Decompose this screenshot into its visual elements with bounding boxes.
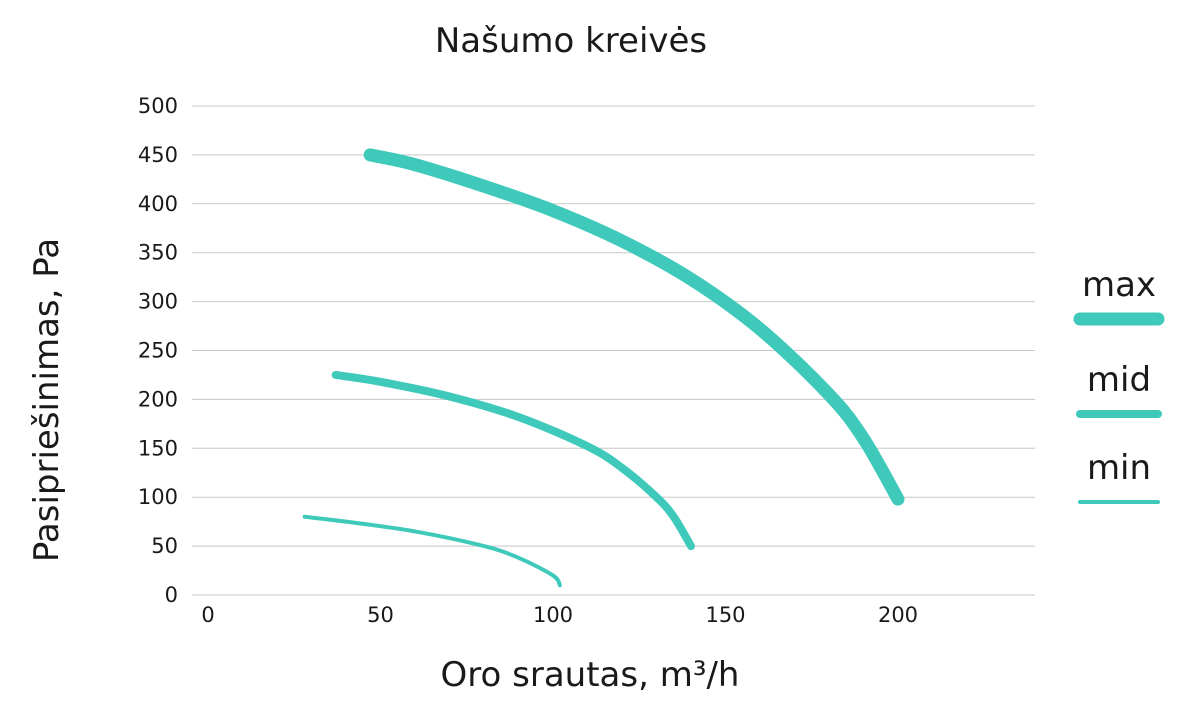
legend: max mid min [1073, 265, 1165, 504]
legend-label-min: min [1087, 448, 1151, 488]
series-line-mid [331, 370, 695, 551]
x-axis-label: Oro srautas, m³/h [441, 655, 740, 695]
x-axis-ticks: 0 50 100 150 200 [201, 603, 918, 627]
y-axis-ticks: 0 50 100 150 200 250 300 350 400 450 500 [138, 94, 178, 607]
y-tick-label: 350 [138, 241, 178, 265]
x-tick-label: 0 [201, 603, 214, 627]
x-tick-label: 50 [367, 603, 394, 627]
legend-label-mid: mid [1087, 360, 1151, 400]
series-line-min [302, 514, 562, 588]
y-tick-label: 450 [138, 143, 178, 167]
y-tick-label: 300 [138, 290, 178, 314]
y-tick-label: 400 [138, 192, 178, 216]
series-line-max [363, 148, 905, 506]
y-tick-label: 0 [165, 583, 178, 607]
legend-label-max: max [1082, 265, 1156, 305]
chart-title: Našumo kreivės [435, 21, 707, 61]
x-tick-label: 150 [705, 603, 745, 627]
x-tick-label: 100 [533, 603, 573, 627]
x-tick-label: 200 [878, 603, 918, 627]
gridlines [192, 105, 1035, 596]
y-tick-label: 500 [138, 94, 178, 118]
y-tick-label: 250 [138, 339, 178, 363]
y-axis-label: Pasipriešinimas, Pa [27, 238, 67, 562]
y-tick-label: 150 [138, 436, 178, 460]
y-tick-label: 100 [138, 485, 178, 509]
y-tick-label: 50 [151, 534, 178, 558]
y-tick-label: 200 [138, 387, 178, 411]
series-lines [302, 148, 905, 588]
